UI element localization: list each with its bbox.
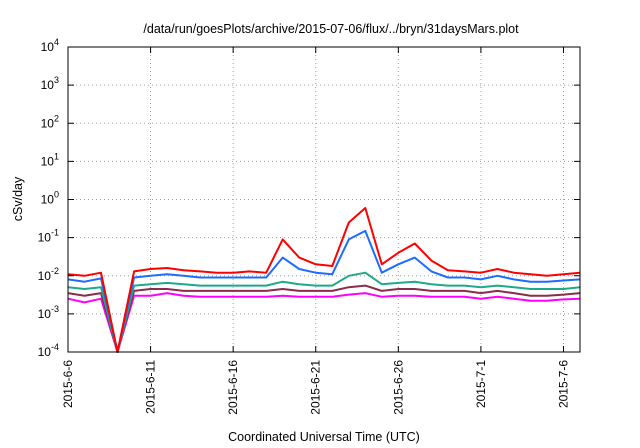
y-tick-base: 10 (41, 78, 55, 92)
x-tick-label: 2015-6-21 (309, 360, 323, 415)
y-tick-exponent: 4 (54, 37, 59, 47)
y-tick-base: 10 (41, 116, 55, 130)
y-tick-label: 104 (41, 37, 59, 54)
y-tick-label: 10-2 (38, 266, 59, 283)
y-tick-base: 10 (38, 231, 52, 245)
y-tick-exponent: -1 (51, 228, 59, 238)
y-tick-label: 10-4 (38, 342, 59, 359)
y-tick-base: 10 (41, 40, 55, 54)
y-tick-base: 10 (38, 307, 52, 321)
y-tick-exponent: -3 (51, 304, 59, 314)
x-tick-label: 2015-7-1 (474, 360, 488, 408)
y-tick-base: 10 (41, 193, 55, 207)
y-tick-base: 10 (38, 345, 52, 359)
y-tick-exponent: 1 (54, 151, 59, 161)
series-line-5 (67, 292, 581, 353)
x-tick-label: 2015-6-6 (61, 360, 75, 408)
series-line-4 (67, 284, 581, 353)
y-axis-label: cSv/day (11, 176, 25, 221)
grid (67, 47, 580, 352)
y-tick-label: 101 (41, 151, 59, 168)
chart-title: /data/run/goesPlots/archive/2015-07-06/f… (143, 22, 519, 36)
series-line-1 (67, 207, 581, 353)
y-tick-exponent: 3 (54, 75, 59, 85)
y-tick-exponent: -4 (51, 342, 59, 352)
y-tick-base: 10 (41, 154, 55, 168)
x-tick-label: 2015-6-11 (144, 360, 158, 414)
y-tick-exponent: 2 (54, 113, 59, 123)
y-tick-label: 10-3 (38, 304, 59, 321)
x-tick-label: 2015-7-6 (556, 360, 570, 408)
series-line-3 (67, 271, 581, 353)
x-tick-label: 2015-6-16 (226, 360, 240, 415)
y-tick-label: 100 (41, 190, 59, 207)
y-tick-label: 10-1 (38, 228, 59, 245)
series-layer (67, 207, 581, 353)
y-tick-label: 103 (41, 75, 59, 92)
y-tick-base: 10 (38, 269, 52, 283)
y-tick-label: 102 (41, 113, 59, 130)
x-axis: 2015-6-6 2015-6-11 2015-6-16 2015-6-21 2015-… (61, 47, 570, 415)
y-tick-exponent: -2 (51, 266, 59, 276)
x-axis-label: Coordinated Universal Time (UTC) (228, 430, 420, 444)
x-tick-label: 2015-6-26 (391, 360, 405, 415)
y-tick-exponent: 0 (54, 190, 59, 200)
series-line-2 (67, 229, 581, 353)
